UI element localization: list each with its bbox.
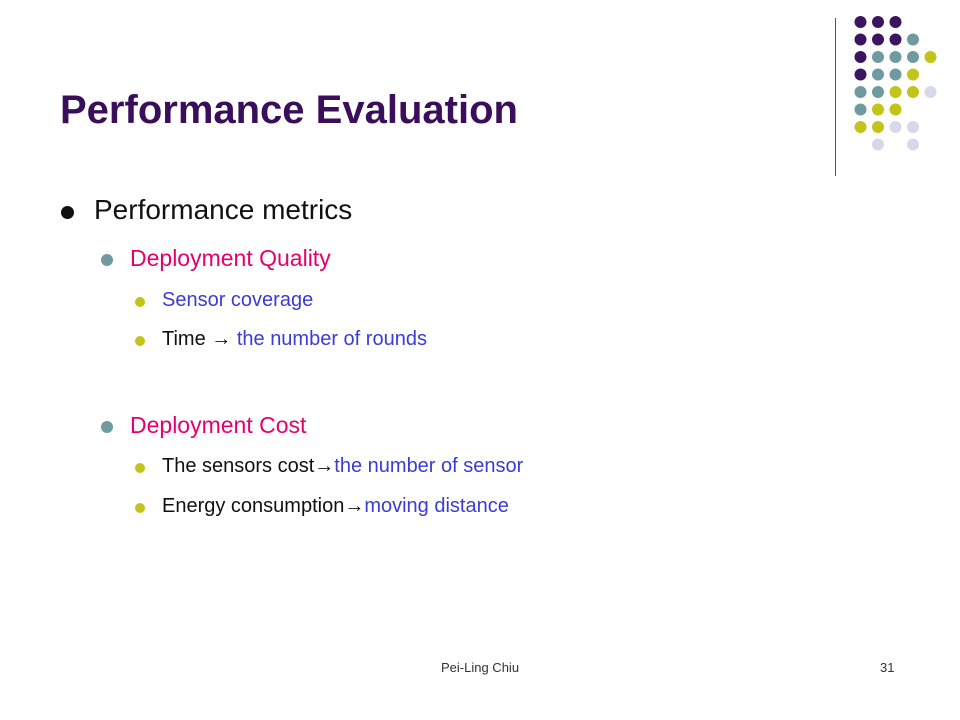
decorative-dot	[907, 86, 919, 98]
decorative-dot	[854, 121, 867, 133]
bullet-level3	[135, 503, 145, 513]
decorative-dot	[872, 86, 884, 98]
bullet-level1	[61, 206, 74, 219]
item-prefix: Time →	[162, 328, 237, 350]
decorative-dot	[854, 68, 867, 81]
decorative-dot	[907, 68, 919, 81]
bullet-level3	[135, 297, 145, 307]
level1-text: Performance metrics	[94, 194, 353, 225]
decorative-dot	[889, 16, 902, 28]
bullet-level3	[135, 463, 145, 473]
decorative-dot	[854, 86, 867, 98]
item-prefix: The sensors cost→	[162, 455, 335, 477]
decorative-dot	[907, 121, 919, 133]
bullet-level2	[101, 421, 113, 433]
item-highlight: moving distance	[364, 495, 509, 517]
decorative-dot	[872, 103, 884, 116]
footer-author: Pei-Ling Chiu	[441, 660, 520, 675]
item-highlight: Sensor coverage	[162, 289, 314, 311]
quality-item-2: Time → the number of rounds	[162, 328, 427, 351]
decorative-dot	[907, 138, 919, 151]
cost-heading: Deployment Cost	[130, 412, 307, 438]
decorative-dot	[889, 103, 902, 116]
decorative-dot	[889, 33, 902, 46]
decorative-dot	[889, 86, 902, 98]
decorative-dot	[872, 33, 884, 46]
decorative-dot	[854, 51, 867, 63]
decorative-dot	[889, 121, 902, 133]
decorative-dot-grid	[854, 16, 937, 151]
cost-item-2: Energy consumption→moving distance	[162, 495, 509, 518]
quality-item-1: Sensor coverage	[162, 289, 313, 312]
bullet-level3	[135, 336, 145, 346]
decorative-dot	[854, 16, 867, 28]
decorative-dot	[872, 51, 884, 63]
decorative-dot	[889, 68, 902, 81]
divider-line	[835, 18, 836, 176]
page-number: 31	[880, 660, 895, 675]
item-prefix: Energy consumption→	[162, 495, 365, 517]
decorative-dot	[907, 51, 919, 63]
item-highlight: the number of rounds	[236, 328, 427, 350]
decorative-dot	[854, 33, 867, 46]
slide-title: Performance Evaluation	[60, 88, 518, 132]
cost-item-1: The sensors cost→the number of sensor	[162, 455, 523, 478]
bullet-level2	[101, 254, 113, 266]
decorative-dot	[924, 51, 937, 63]
decorative-dot	[872, 121, 884, 133]
decorative-dot	[854, 103, 867, 116]
quality-heading: Deployment Quality	[130, 245, 331, 271]
decorative-dot	[889, 51, 902, 63]
decorative-dot	[872, 68, 884, 81]
decorative-dot	[907, 33, 919, 46]
decorative-dot	[872, 16, 884, 28]
decorative-dot	[924, 86, 937, 98]
decorative-dot	[872, 138, 884, 151]
item-highlight: the number of sensor	[334, 455, 524, 477]
